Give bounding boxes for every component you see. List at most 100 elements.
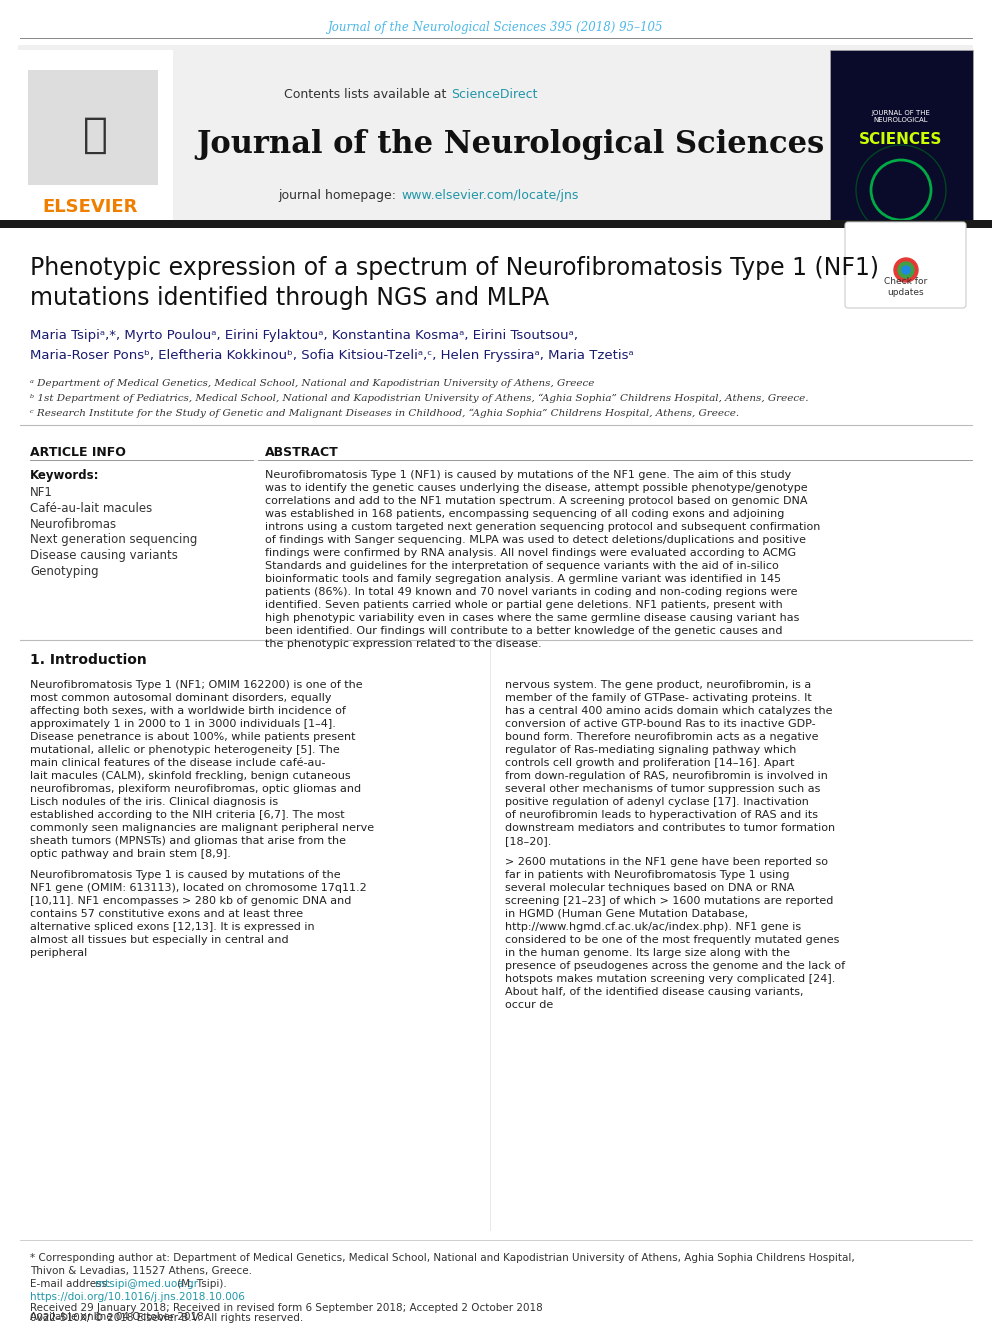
Text: controls cell growth and proliferation [14–16]. Apart: controls cell growth and proliferation [… (505, 758, 795, 767)
Text: bioinformatic tools and family segregation analysis. A germline variant was iden: bioinformatic tools and family segregati… (265, 574, 781, 583)
Text: from down-regulation of RAS, neurofibromin is involved in: from down-regulation of RAS, neurofibrom… (505, 771, 828, 781)
Text: Journal of the Neurological Sciences 395 (2018) 95–105: Journal of the Neurological Sciences 395… (328, 21, 664, 34)
Text: presence of pseudogenes across the genome and the lack of: presence of pseudogenes across the genom… (505, 960, 845, 971)
Text: Contents lists available at: Contents lists available at (284, 89, 450, 102)
Text: 🌳: 🌳 (82, 114, 107, 156)
Circle shape (902, 266, 910, 274)
Text: journal homepage:: journal homepage: (278, 188, 400, 201)
Text: ᵇ 1st Department of Pediatrics, Medical School, National and Kapodistrian Univer: ᵇ 1st Department of Pediatrics, Medical … (30, 393, 808, 402)
Text: bound form. Therefore neurofibromin acts as a negative: bound form. Therefore neurofibromin acts… (505, 732, 818, 742)
Text: member of the family of GTPase- activating proteins. It: member of the family of GTPase- activati… (505, 693, 811, 703)
Text: correlations and add to the NF1 mutation spectrum. A screening protocol based on: correlations and add to the NF1 mutation… (265, 496, 807, 505)
Text: peripheral: peripheral (30, 949, 87, 958)
Text: lait macules (CALM), skinfold freckling, benign cutaneous: lait macules (CALM), skinfold freckling,… (30, 771, 350, 781)
Text: neurofibromas, plexiform neurofibromas, optic gliomas and: neurofibromas, plexiform neurofibromas, … (30, 785, 361, 794)
Text: screening [21–23] of which > 1600 mutations are reported: screening [21–23] of which > 1600 mutati… (505, 896, 833, 906)
Text: 1. Introduction: 1. Introduction (30, 654, 147, 667)
Text: sheath tumors (MPNSTs) and gliomas that arise from the: sheath tumors (MPNSTs) and gliomas that … (30, 836, 346, 845)
Text: high phenotypic variability even in cases where the same germline disease causin: high phenotypic variability even in case… (265, 613, 800, 623)
FancyBboxPatch shape (18, 45, 973, 220)
Text: Check for
updates: Check for updates (885, 278, 928, 296)
Text: findings were confirmed by RNA analysis. All novel findings were evaluated accor: findings were confirmed by RNA analysis.… (265, 548, 797, 558)
Text: * Corresponding author at: Department of Medical Genetics, Medical School, Natio: * Corresponding author at: Department of… (30, 1253, 855, 1263)
Text: conversion of active GTP-bound Ras to its inactive GDP-: conversion of active GTP-bound Ras to it… (505, 718, 815, 729)
Text: Keywords:: Keywords: (30, 468, 99, 482)
Text: Received 29 January 2018; Received in revised form 6 September 2018; Accepted 2 : Received 29 January 2018; Received in re… (30, 1303, 543, 1312)
Text: E-mail address:: E-mail address: (30, 1279, 114, 1289)
Text: in the human genome. Its large size along with the: in the human genome. Its large size alon… (505, 949, 790, 958)
Text: 0022-510X/ © 2018 Elsevier B.V. All rights reserved.: 0022-510X/ © 2018 Elsevier B.V. All righ… (30, 1312, 304, 1323)
Text: Available online 04 October 2018: Available online 04 October 2018 (30, 1312, 203, 1322)
Text: [10,11]. NF1 encompasses > 280 kb of genomic DNA and: [10,11]. NF1 encompasses > 280 kb of gen… (30, 896, 351, 906)
Text: commonly seen malignancies are malignant peripheral nerve: commonly seen malignancies are malignant… (30, 823, 374, 833)
Text: approximately 1 in 2000 to 1 in 3000 individuals [1–4].: approximately 1 in 2000 to 1 in 3000 ind… (30, 718, 336, 729)
Text: Journal of the Neurological Sciences: Journal of the Neurological Sciences (195, 130, 824, 160)
Text: Disease penetrance is about 100%, while patients present: Disease penetrance is about 100%, while … (30, 732, 355, 742)
Text: Neurofibromatosis Type 1 is caused by mutations of the: Neurofibromatosis Type 1 is caused by mu… (30, 871, 340, 880)
Text: several other mechanisms of tumor suppression such as: several other mechanisms of tumor suppre… (505, 785, 820, 794)
Text: contains 57 constitutive exons and at least three: contains 57 constitutive exons and at le… (30, 909, 304, 919)
Text: SCIENCES: SCIENCES (859, 132, 942, 147)
FancyBboxPatch shape (28, 70, 158, 185)
Text: most common autosomal dominant disorders, equally: most common autosomal dominant disorders… (30, 693, 331, 703)
Text: introns using a custom targeted next generation sequencing protocol and subseque: introns using a custom targeted next gen… (265, 523, 820, 532)
Text: Phenotypic expression of a spectrum of Neurofibromatosis Type 1 (NF1): Phenotypic expression of a spectrum of N… (30, 255, 879, 280)
Text: mtsipi@med.uoa.gr: mtsipi@med.uoa.gr (95, 1279, 198, 1289)
Text: has a central 400 amino acids domain which catalyzes the: has a central 400 amino acids domain whi… (505, 706, 832, 716)
Text: patients (86%). In total 49 known and 70 novel variants in coding and non-coding: patients (86%). In total 49 known and 70… (265, 587, 798, 597)
Text: Maria Tsipiᵃ,*, Myrto Poulouᵃ, Eirini Fylaktouᵃ, Konstantina Kosmaᵃ, Eirini Tsou: Maria Tsipiᵃ,*, Myrto Poulouᵃ, Eirini Fy… (30, 328, 578, 341)
Text: Lisch nodules of the iris. Clinical diagnosis is: Lisch nodules of the iris. Clinical diag… (30, 796, 278, 807)
Text: considered to be one of the most frequently mutated genes: considered to be one of the most frequen… (505, 935, 839, 945)
Text: JOURNAL OF THE
NEUROLOGICAL: JOURNAL OF THE NEUROLOGICAL (872, 110, 930, 130)
Text: regulator of Ras-mediating signaling pathway which: regulator of Ras-mediating signaling pat… (505, 745, 797, 755)
Text: alternative spliced exons [12,13]. It is expressed in: alternative spliced exons [12,13]. It is… (30, 922, 314, 931)
Text: About half, of the identified disease causing variants,: About half, of the identified disease ca… (505, 987, 804, 998)
Text: https://doi.org/10.1016/j.jns.2018.10.006: https://doi.org/10.1016/j.jns.2018.10.00… (30, 1293, 245, 1302)
Text: occur de: occur de (505, 1000, 554, 1009)
Text: Next generation sequencing: Next generation sequencing (30, 533, 197, 546)
Text: Neurofibromatosis Type 1 (NF1; OMIM 162200) is one of the: Neurofibromatosis Type 1 (NF1; OMIM 1622… (30, 680, 363, 691)
Text: > 2600 mutations in the NF1 gene have been reported so: > 2600 mutations in the NF1 gene have be… (505, 857, 828, 867)
Text: Genotyping: Genotyping (30, 565, 98, 578)
Text: nervous system. The gene product, neurofibromin, is a: nervous system. The gene product, neurof… (505, 680, 811, 691)
Text: established according to the NIH criteria [6,7]. The most: established according to the NIH criteri… (30, 810, 344, 820)
Text: of neurofibromin leads to hyperactivation of RAS and its: of neurofibromin leads to hyperactivatio… (505, 810, 818, 820)
Text: mutations identified through NGS and MLPA: mutations identified through NGS and MLP… (30, 286, 550, 310)
FancyBboxPatch shape (0, 220, 992, 228)
Text: hotspots makes mutation screening very complicated [24].: hotspots makes mutation screening very c… (505, 974, 835, 984)
FancyBboxPatch shape (18, 50, 173, 220)
Text: in HGMD (Human Gene Mutation Database,: in HGMD (Human Gene Mutation Database, (505, 909, 748, 919)
Text: Disease causing variants: Disease causing variants (30, 549, 178, 562)
Text: NF1 gene (OMIM: 613113), located on chromosome 17q11.2: NF1 gene (OMIM: 613113), located on chro… (30, 882, 367, 893)
Text: identified. Seven patients carried whole or partial gene deletions. NF1 patients: identified. Seven patients carried whole… (265, 601, 783, 610)
Text: the phenotypic expression related to the disease.: the phenotypic expression related to the… (265, 639, 542, 650)
Text: ELSEVIER: ELSEVIER (43, 198, 138, 216)
Text: NF1: NF1 (30, 486, 53, 499)
Text: main clinical features of the disease include café-au-: main clinical features of the disease in… (30, 758, 325, 767)
Text: ABSTRACT: ABSTRACT (265, 446, 338, 459)
Text: of findings with Sanger sequencing. MLPA was used to detect deletions/duplicatio: of findings with Sanger sequencing. MLPA… (265, 534, 806, 545)
Text: (M. Tsipi).: (M. Tsipi). (174, 1279, 227, 1289)
Text: Thivon & Levadias, 11527 Athens, Greece.: Thivon & Levadias, 11527 Athens, Greece. (30, 1266, 252, 1275)
FancyBboxPatch shape (845, 222, 966, 308)
Text: ARTICLE INFO: ARTICLE INFO (30, 446, 126, 459)
Text: Standards and guidelines for the interpretation of sequence variants with the ai: Standards and guidelines for the interpr… (265, 561, 779, 572)
Text: http://www.hgmd.cf.ac.uk/ac/index.php). NF1 gene is: http://www.hgmd.cf.ac.uk/ac/index.php). … (505, 922, 802, 931)
Text: been identified. Our findings will contribute to a better knowledge of the genet: been identified. Our findings will contr… (265, 626, 783, 636)
Circle shape (898, 262, 914, 278)
Text: almost all tissues but especially in central and: almost all tissues but especially in cen… (30, 935, 289, 945)
Text: Neurofibromas: Neurofibromas (30, 517, 117, 531)
Text: Café-au-lait macules: Café-au-lait macules (30, 501, 152, 515)
Text: downstream mediators and contributes to tumor formation: downstream mediators and contributes to … (505, 823, 835, 833)
Text: optic pathway and brain stem [8,9].: optic pathway and brain stem [8,9]. (30, 849, 231, 859)
Text: was established in 168 patients, encompassing sequencing of all coding exons and: was established in 168 patients, encompa… (265, 509, 785, 519)
Text: [18–20].: [18–20]. (505, 836, 552, 845)
Text: ᶜ Research Institute for the Study of Genetic and Malignant Diseases in Childhoo: ᶜ Research Institute for the Study of Ge… (30, 409, 739, 418)
Text: ScienceDirect: ScienceDirect (451, 89, 538, 102)
Text: Neurofibromatosis Type 1 (NF1) is caused by mutations of the NF1 gene. The aim o: Neurofibromatosis Type 1 (NF1) is caused… (265, 470, 792, 480)
Text: Maria-Roser Ponsᵇ, Eleftheria Kokkinouᵇ, Sofia Kitsiou-Tzeliᵃ,ᶜ, Helen Fryssiraᵃ: Maria-Roser Ponsᵇ, Eleftheria Kokkinouᵇ,… (30, 348, 634, 361)
Text: far in patients with Neurofibromatosis Type 1 using: far in patients with Neurofibromatosis T… (505, 871, 790, 880)
Text: affecting both sexes, with a worldwide birth incidence of: affecting both sexes, with a worldwide b… (30, 706, 346, 716)
Text: was to identify the genetic causes underlying the disease, attempt possible phen: was to identify the genetic causes under… (265, 483, 807, 493)
Text: several molecular techniques based on DNA or RNA: several molecular techniques based on DN… (505, 882, 795, 893)
